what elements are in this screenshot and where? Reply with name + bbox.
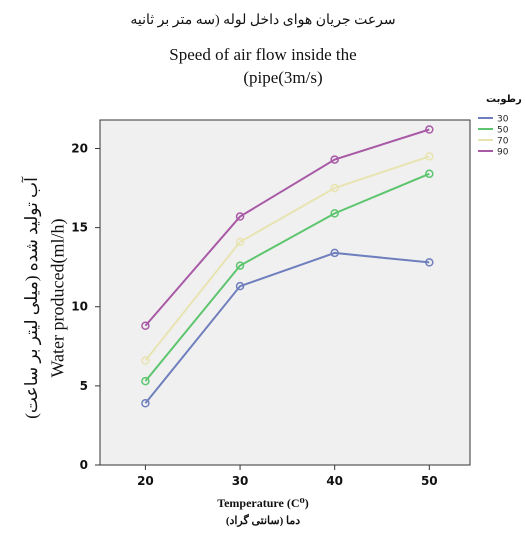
data-point-90 bbox=[330, 155, 339, 164]
data-point-30 bbox=[425, 258, 434, 267]
x-tick-label: 30 bbox=[232, 474, 249, 488]
y-tick-label: 20 bbox=[71, 141, 88, 155]
legend-label-90: 90 bbox=[497, 148, 509, 158]
data-point-90 bbox=[425, 125, 434, 134]
series-lines bbox=[141, 125, 434, 408]
y-tick-label: 15 bbox=[71, 221, 88, 235]
data-point-70 bbox=[141, 356, 150, 365]
data-point-30 bbox=[141, 399, 150, 408]
data-point-70 bbox=[425, 152, 434, 161]
data-point-30 bbox=[235, 281, 245, 291]
series-line-50 bbox=[144, 172, 430, 382]
legend-title: رطوبت bbox=[486, 94, 522, 105]
series-line-90 bbox=[144, 128, 430, 327]
y-tick-label: 10 bbox=[71, 300, 88, 314]
chart-title-persian: سرعت جریان هوای داخل لوله (سه متر بر ثان… bbox=[130, 13, 396, 28]
y-tick-label: 0 bbox=[80, 458, 88, 472]
plot-area bbox=[99, 119, 471, 466]
data-point-90 bbox=[235, 212, 245, 221]
legend-label-50: 50 bbox=[497, 126, 509, 136]
chart-title-english-line-2: (pipe(3m/s) bbox=[243, 68, 323, 87]
x-tick-label: 40 bbox=[326, 474, 343, 488]
x-axis-label-english: Temperature (C⁰) bbox=[217, 496, 309, 510]
data-point-90 bbox=[141, 321, 150, 330]
data-point-50 bbox=[141, 376, 150, 386]
data-point-50 bbox=[330, 209, 339, 218]
x-tick-label: 50 bbox=[421, 474, 438, 488]
data-point-50 bbox=[235, 261, 245, 270]
series-line-30 bbox=[144, 251, 430, 404]
x-axis-label-persian: دما (سانتی گراد) bbox=[225, 515, 301, 527]
series-line-70 bbox=[144, 155, 430, 362]
y-tick-label: 5 bbox=[80, 379, 88, 393]
chart-title-english-line-1: Speed of air flow inside the bbox=[169, 45, 357, 64]
data-point-30 bbox=[330, 248, 339, 258]
legend-label-70: 70 bbox=[497, 137, 509, 147]
data-point-70 bbox=[330, 183, 339, 193]
axis-ticks: 0 5 10 15 20 20 30 40 50 bbox=[71, 141, 437, 488]
data-point-50 bbox=[425, 169, 434, 179]
x-tick-label: 20 bbox=[137, 474, 154, 488]
data-point-70 bbox=[235, 237, 245, 247]
legend-label-30: 30 bbox=[497, 115, 509, 125]
